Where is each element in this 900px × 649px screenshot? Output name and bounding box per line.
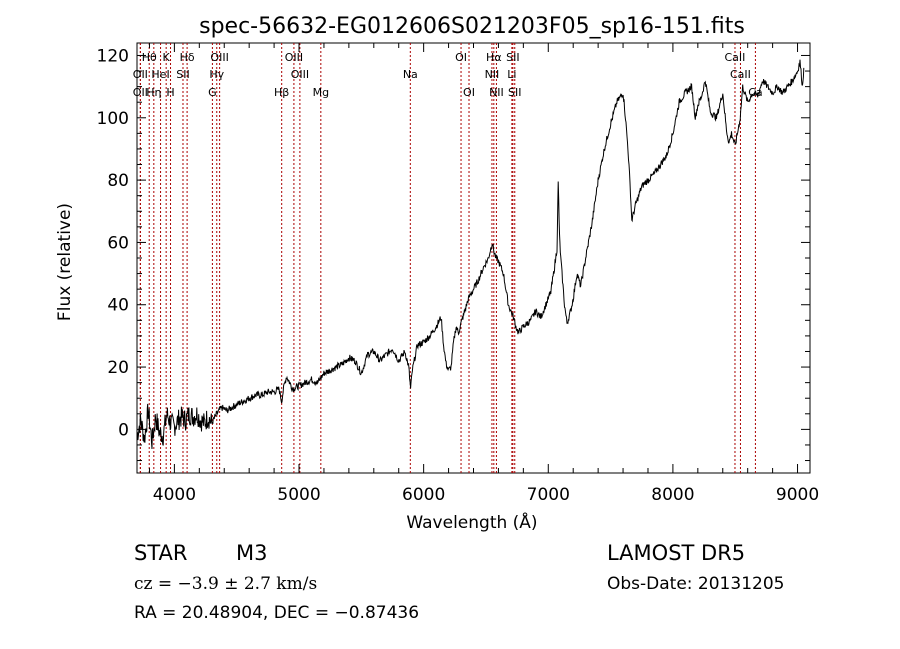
y-tick-label: 100 bbox=[97, 109, 129, 129]
spectral-line-label: CaII bbox=[725, 51, 746, 64]
spectral-line-label: Hθ bbox=[142, 51, 157, 64]
x-tick-label: 8000 bbox=[651, 485, 694, 505]
object-type: STAR bbox=[134, 541, 188, 565]
spectral-line-label: OI bbox=[463, 86, 475, 99]
spectral-line-label: OIII bbox=[291, 68, 309, 81]
spectrum-line bbox=[136, 59, 805, 450]
spectral-line-label: Li bbox=[507, 68, 516, 81]
spectral-line-label: Hη bbox=[146, 86, 161, 99]
x-tick-label: 6000 bbox=[402, 485, 445, 505]
spectral-line-label: OII bbox=[133, 68, 148, 81]
y-tick-label: 40 bbox=[107, 296, 129, 316]
survey-name: LAMOST DR5 bbox=[607, 541, 746, 565]
spectral-line-label: SII bbox=[508, 86, 521, 99]
spectral-line-label: Hγ bbox=[209, 68, 224, 81]
x-axis-label: Wavelength (Å) bbox=[406, 511, 537, 533]
spectral-line-label: CaII bbox=[730, 68, 751, 81]
observation-date: Obs-Date: 20131205 bbox=[607, 574, 785, 594]
spectral-line-label: NII bbox=[485, 68, 500, 81]
redshift-value: cz = −3.9 ± 2.7 km/s bbox=[134, 574, 318, 594]
x-tick-label: 7000 bbox=[527, 485, 570, 505]
y-tick-label: 60 bbox=[107, 233, 129, 253]
spectral-line-label: OIII bbox=[285, 51, 303, 64]
y-tick-label: 120 bbox=[97, 46, 129, 66]
coordinates: RA = 20.48904, DEC = −0.87436 bbox=[134, 603, 420, 623]
spectral-line-label: OIII bbox=[210, 51, 228, 64]
spectral-line-label: OI bbox=[455, 51, 467, 64]
spectral-line-labels: Hθ K Hδ OIII OIII OI Hα SII CaII OII HeI SII Hγ OIII N… bbox=[133, 51, 763, 99]
y-tick-label: 80 bbox=[107, 171, 129, 191]
spectral-line-label: G bbox=[208, 86, 217, 99]
spectral-line-label: Hα bbox=[486, 51, 502, 64]
y-tick-label: 0 bbox=[118, 420, 129, 440]
chart-title: spec-56632-EG012606S021203F05_sp16-151.f… bbox=[199, 14, 745, 39]
spectral-line-label: Hδ bbox=[180, 51, 195, 64]
spectral-line-label: K bbox=[163, 51, 171, 64]
spectral-line-label: Mg bbox=[313, 86, 329, 99]
spectral-line-label: OII bbox=[133, 86, 148, 99]
spectral-line-label: SII bbox=[506, 51, 519, 64]
x-tick-label: 9000 bbox=[776, 485, 819, 505]
y-axis-label: Flux (relative) bbox=[55, 203, 75, 321]
spectral-subclass: M3 bbox=[236, 541, 268, 565]
spectral-line-label: Hβ bbox=[274, 86, 289, 99]
plot-frame bbox=[136, 42, 811, 474]
spectral-line-label: H bbox=[166, 86, 174, 99]
spectral-line-label: SII bbox=[176, 68, 189, 81]
spectral-line-label: HeI bbox=[151, 68, 169, 81]
spectral-line-label: Na bbox=[403, 68, 418, 81]
spectral-line-label: NII bbox=[489, 86, 504, 99]
y-tick-label: 20 bbox=[107, 358, 129, 378]
x-tick-label: 5000 bbox=[277, 485, 320, 505]
axes: 4000 5000 6000 7000 8000 9000 0 20 40 60 80 100 120 bbox=[97, 43, 819, 505]
x-tick-label: 4000 bbox=[153, 485, 196, 505]
